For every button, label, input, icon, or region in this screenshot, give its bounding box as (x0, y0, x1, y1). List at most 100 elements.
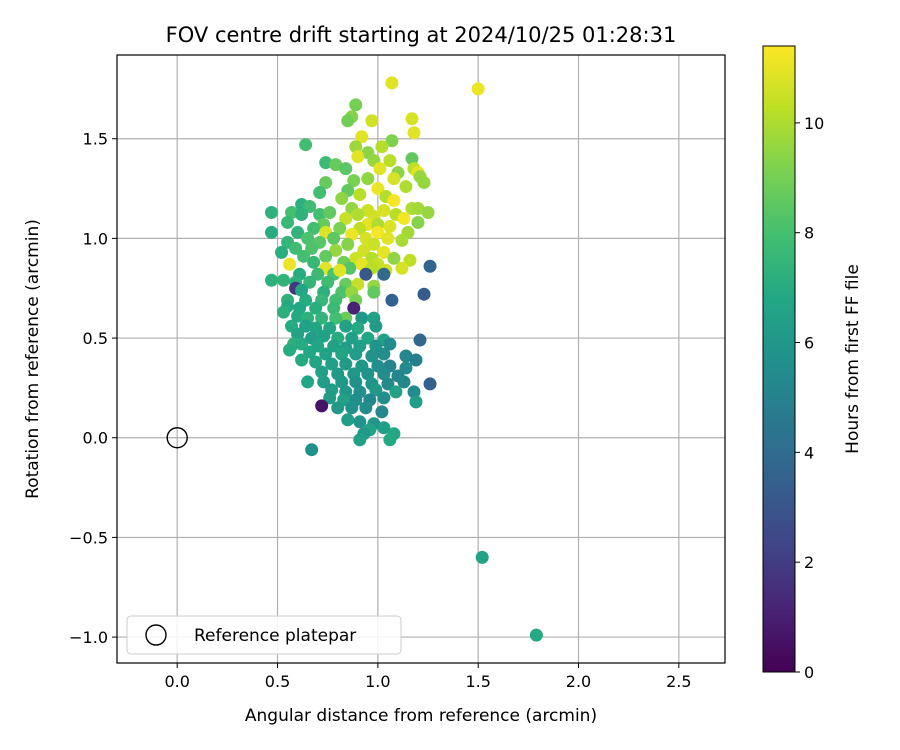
data-point (355, 130, 369, 144)
data-point (309, 355, 323, 369)
data-point (349, 347, 363, 361)
data-point (319, 249, 333, 263)
colorbar: 0 2 4 6 8 10 Hours from first FF file (762, 45, 863, 682)
data-point (309, 301, 323, 315)
reference-marker (166, 427, 188, 449)
data-point (367, 237, 381, 251)
data-point (307, 221, 321, 235)
data-point (381, 377, 395, 391)
data-point (349, 140, 363, 154)
data-point (367, 285, 381, 299)
data-point (325, 357, 339, 371)
data-point (377, 367, 391, 381)
data-point (377, 267, 391, 281)
data-point (355, 311, 369, 325)
data-point (365, 349, 379, 363)
data-point (383, 337, 397, 351)
data-point (409, 353, 423, 367)
data-point (411, 201, 425, 215)
data-point (355, 257, 369, 271)
data-point (387, 194, 401, 208)
data-point (331, 401, 345, 415)
data-point (275, 245, 289, 259)
data-point (305, 241, 319, 255)
data-point (377, 391, 391, 405)
data-point (303, 345, 317, 359)
data-point (341, 237, 355, 251)
data-point (283, 257, 297, 271)
colorbar-gradient (762, 45, 796, 673)
data-point (333, 221, 347, 235)
x-tick-label: 2.0 (566, 672, 591, 691)
data-point (283, 343, 297, 357)
data-point (277, 305, 291, 319)
data-point (399, 349, 413, 363)
data-point (385, 134, 399, 148)
data-point (327, 231, 341, 245)
data-point (377, 421, 391, 435)
legend: Reference platepar (126, 615, 402, 655)
data-point (299, 138, 313, 152)
data-point (345, 331, 359, 345)
data-point (407, 126, 421, 140)
data-point (371, 182, 385, 196)
data-point (335, 347, 349, 361)
colorbar-ticks: 0 2 4 6 8 10 (795, 114, 824, 682)
data-point (365, 114, 379, 128)
data-point (289, 241, 303, 255)
data-point (397, 375, 411, 389)
data-point (423, 259, 437, 273)
data-point (333, 263, 347, 277)
data-point (369, 383, 383, 397)
data-point (299, 319, 313, 333)
data-point (361, 367, 375, 381)
data-point (339, 211, 353, 225)
data-point (317, 375, 331, 389)
colorbar-tick-label: 2 (804, 553, 814, 572)
data-point (405, 152, 419, 166)
data-point (395, 261, 409, 275)
data-point (295, 353, 309, 367)
data-point (265, 273, 279, 287)
y-tick-label: −1.0 (69, 628, 108, 647)
data-point (377, 347, 391, 361)
data-point (383, 433, 397, 447)
data-point (385, 76, 399, 90)
legend-box (126, 615, 402, 655)
data-point (323, 391, 337, 405)
data-point (349, 98, 363, 112)
data-point (351, 150, 365, 164)
colorbar-tick-label: 8 (804, 224, 814, 243)
data-point (417, 176, 431, 190)
data-point (329, 243, 343, 257)
data-point (315, 399, 329, 413)
data-point (345, 401, 359, 415)
colorbar-label: Hours from first FF file (843, 264, 863, 454)
y-axis-ticks: −1.0 −0.5 0.0 0.5 1.0 1.5 (69, 130, 117, 647)
colorbar-tick-label: 0 (804, 663, 814, 682)
data-point (371, 225, 385, 239)
data-point (413, 333, 427, 347)
data-point (409, 395, 423, 409)
data-point (349, 375, 363, 389)
legend-label: Reference platepar (194, 626, 356, 646)
y-tick-label: 0.5 (83, 329, 108, 348)
data-point (307, 255, 321, 269)
data-point (335, 375, 349, 389)
data-point (359, 267, 373, 281)
data-point (303, 275, 317, 289)
data-point (395, 233, 409, 247)
data-point (329, 311, 343, 325)
data-point (323, 205, 337, 219)
data-point (357, 243, 371, 257)
x-tick-label: 0.5 (265, 672, 290, 691)
chart-title: FOV centre drift starting at 2024/10/25 … (166, 23, 677, 47)
data-point (335, 192, 349, 206)
data-point (399, 361, 413, 375)
data-point (319, 156, 333, 170)
data-point (389, 385, 403, 399)
data-point (383, 154, 397, 168)
legend-marker-icon (145, 624, 167, 646)
data-point (423, 377, 437, 391)
